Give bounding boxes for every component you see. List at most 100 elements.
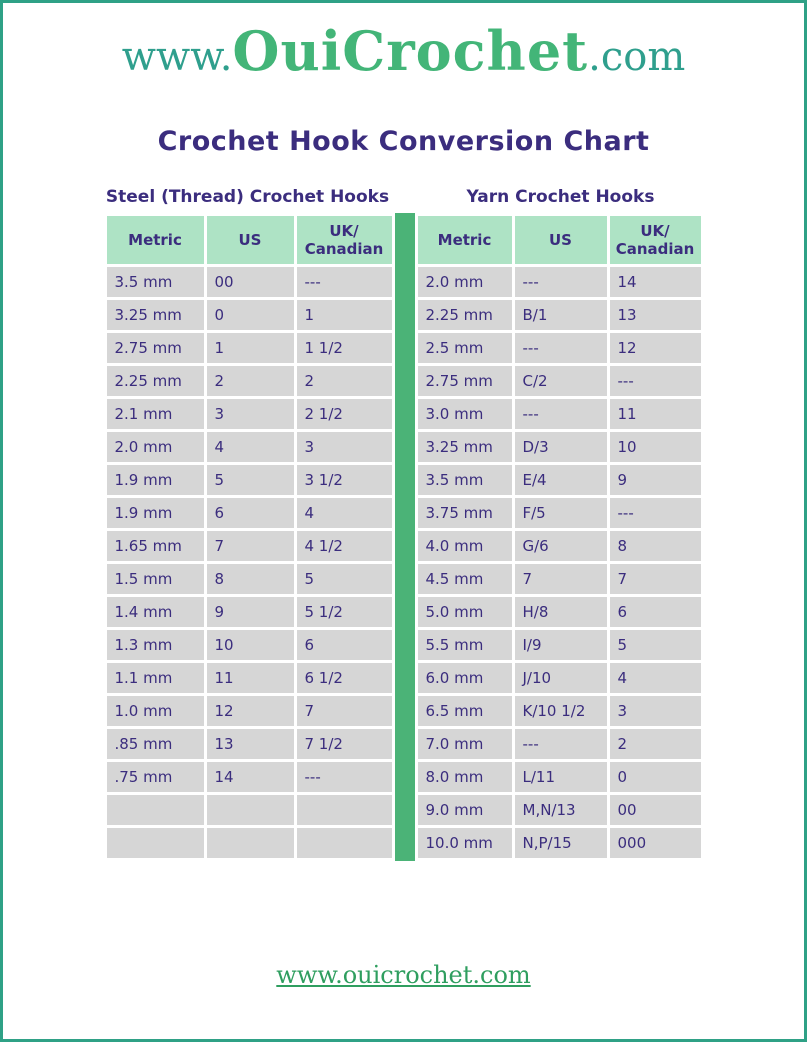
table-cell: 1.3 mm bbox=[103, 626, 207, 663]
table-cell: 8.0 mm bbox=[414, 758, 515, 795]
table-row: 3.25 mm D/3 10 bbox=[414, 428, 704, 465]
table-row: 2.0 mm 4 3 bbox=[103, 428, 395, 465]
yarn-table-title: Yarn Crochet Hooks bbox=[466, 186, 655, 207]
table-row: 4.5 mm 7 7 bbox=[414, 560, 704, 597]
table-cell: 1 bbox=[203, 329, 297, 366]
table-cell: 7 bbox=[203, 527, 297, 564]
logo-prefix: www. bbox=[121, 34, 233, 80]
table-cell: 5 1/2 bbox=[293, 593, 395, 630]
table-cell bbox=[293, 824, 395, 861]
site-logo: www.OuiCrochet.com bbox=[3, 23, 804, 80]
table-row: 3.0 mm --- 11 bbox=[414, 395, 704, 432]
table-row bbox=[103, 824, 395, 861]
table-cell: 10.0 mm bbox=[414, 824, 515, 861]
footer-link[interactable]: www.ouicrochet.com bbox=[276, 960, 531, 989]
table-cell: 1.5 mm bbox=[103, 560, 207, 597]
table-cell: --- bbox=[511, 725, 610, 762]
table-cell: 4 bbox=[606, 659, 704, 696]
table-cell: H/8 bbox=[511, 593, 610, 630]
table-cell: --- bbox=[511, 395, 610, 432]
table-cell: 5.5 mm bbox=[414, 626, 515, 663]
table-cell: 5 bbox=[203, 461, 297, 498]
table-cell: 3.75 mm bbox=[414, 494, 515, 531]
table-cell: 3 bbox=[293, 428, 395, 465]
table-cell: 00 bbox=[203, 263, 297, 300]
table-cell: E/4 bbox=[511, 461, 610, 498]
table-cell: 4.5 mm bbox=[414, 560, 515, 597]
table-row: 1.9 mm 6 4 bbox=[103, 494, 395, 531]
table-cell: 1.9 mm bbox=[103, 494, 207, 531]
table-row: 1.0 mm 12 7 bbox=[103, 692, 395, 729]
table-cell: --- bbox=[606, 362, 704, 399]
table-cell bbox=[103, 824, 207, 861]
table-cell: 11 bbox=[203, 659, 297, 696]
header-row: Metric US UK/ Canadian bbox=[103, 212, 395, 267]
table-row: 6.5 mm K/10 1/2 3 bbox=[414, 692, 704, 729]
logo-brand: OuiCrochet bbox=[232, 19, 589, 83]
table-cell: 11 bbox=[606, 395, 704, 432]
table-row: 6.0 mm J/10 4 bbox=[414, 659, 704, 696]
table-cell: I/9 bbox=[511, 626, 610, 663]
table-cell: 3.25 mm bbox=[103, 296, 207, 333]
table-cell: 1.9 mm bbox=[103, 461, 207, 498]
table-cell: 1.4 mm bbox=[103, 593, 207, 630]
table-cell: G/6 bbox=[511, 527, 610, 564]
logo-suffix: .com bbox=[588, 34, 686, 80]
table-cell: 1.0 mm bbox=[103, 692, 207, 729]
column-header: UK/ Canadian bbox=[293, 212, 395, 267]
table-row: .75 mm 14 --- bbox=[103, 758, 395, 795]
table-cell: 3 1/2 bbox=[293, 461, 395, 498]
table-row: 4.0 mm G/6 8 bbox=[414, 527, 704, 564]
table-cell: 4 bbox=[293, 494, 395, 531]
table-row: 2.25 mm 2 2 bbox=[103, 362, 395, 399]
table-cell: 2.25 mm bbox=[414, 296, 515, 333]
table-cell: J/10 bbox=[511, 659, 610, 696]
table-row: 1.1 mm 11 6 1/2 bbox=[103, 659, 395, 696]
table-cell: 7 bbox=[511, 560, 610, 597]
table-cell: 2.5 mm bbox=[414, 329, 515, 366]
footer: www.ouicrochet.com bbox=[3, 961, 804, 989]
table-row: 2.0 mm --- 14 bbox=[414, 263, 704, 300]
table-row: 1.65 mm 7 4 1/2 bbox=[103, 527, 395, 564]
table-cell: --- bbox=[511, 263, 610, 300]
section-titles: Steel (Thread) Crochet Hooks Yarn Croche… bbox=[104, 187, 704, 207]
table-cell: 000 bbox=[606, 824, 704, 861]
table-cell: 8 bbox=[606, 527, 704, 564]
table-cell: 7.0 mm bbox=[414, 725, 515, 762]
table-cell: 3 bbox=[203, 395, 297, 432]
center-divider bbox=[394, 212, 415, 861]
steel-hooks-table: Metric US UK/ Canadian 3.5 mm 00 --- 3.25 mm 0… bbox=[103, 212, 395, 861]
table-row: 7.0 mm --- 2 bbox=[414, 725, 704, 762]
table-cell bbox=[203, 824, 297, 861]
table-cell: 7 bbox=[606, 560, 704, 597]
table-row: 5.0 mm H/8 6 bbox=[414, 593, 704, 630]
table-row: 3.25 mm 0 1 bbox=[103, 296, 395, 333]
table-row: 2.25 mm B/1 13 bbox=[414, 296, 704, 333]
table-cell: .75 mm bbox=[103, 758, 207, 795]
table-cell bbox=[203, 791, 297, 828]
table-cell: 6 bbox=[203, 494, 297, 531]
table-cell: M,N/13 bbox=[511, 791, 610, 828]
table-cell: 12 bbox=[606, 329, 704, 366]
table-row: 2.1 mm 3 2 1/2 bbox=[103, 395, 395, 432]
table-cell: L/11 bbox=[511, 758, 610, 795]
table-cell: 2.25 mm bbox=[103, 362, 207, 399]
table-cell: 5 bbox=[606, 626, 704, 663]
table-row: 1.9 mm 5 3 1/2 bbox=[103, 461, 395, 498]
table-cell: 4.0 mm bbox=[414, 527, 515, 564]
table-cell: 3.5 mm bbox=[414, 461, 515, 498]
table-cell: 2 1/2 bbox=[293, 395, 395, 432]
page-title: Crochet Hook Conversion Chart bbox=[157, 125, 650, 157]
table-row: 2.5 mm --- 12 bbox=[414, 329, 704, 366]
table-cell: 14 bbox=[606, 263, 704, 300]
table-cell: 6 1/2 bbox=[293, 659, 395, 696]
table-cell: 2 bbox=[293, 362, 395, 399]
table-row: 1.5 mm 8 5 bbox=[103, 560, 395, 597]
table-row: 1.3 mm 10 6 bbox=[103, 626, 395, 663]
table-cell bbox=[293, 791, 395, 828]
table-row: 9.0 mm M,N/13 00 bbox=[414, 791, 704, 828]
table-cell: 3 bbox=[606, 692, 704, 729]
table-row: .85 mm 13 7 1/2 bbox=[103, 725, 395, 762]
table-row: 1.4 mm 9 5 1/2 bbox=[103, 593, 395, 630]
table-cell: 5 bbox=[293, 560, 395, 597]
